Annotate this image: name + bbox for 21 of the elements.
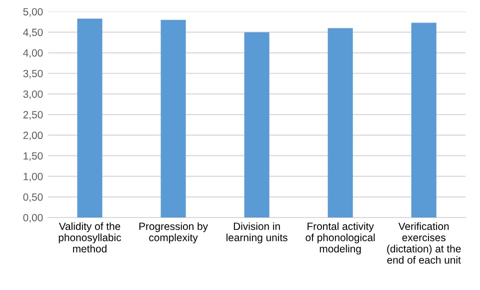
y-tick-label: 4,50 <box>23 28 43 38</box>
bar <box>160 20 186 218</box>
y-tick-label: 3,00 <box>23 90 43 100</box>
x-tick-label: Verification exercises (dictation) at the end of each unit <box>387 222 461 264</box>
y-tick-label: 2,00 <box>23 132 43 140</box>
y-tick-label: 2,50 <box>23 111 43 120</box>
y-tick-label: 0,00 <box>23 214 43 223</box>
y-tick-label: 4,00 <box>23 49 43 58</box>
bar <box>244 32 270 218</box>
bar <box>77 18 102 218</box>
y-tick-label: 1,50 <box>24 152 43 161</box>
y-tick-label: 0,50 <box>23 193 43 202</box>
y-tick-label: 5,00 <box>23 8 43 17</box>
bar <box>328 28 353 218</box>
x-tick-label: Frontal activity of phonological modeling <box>306 222 375 255</box>
x-tick-label: Division in learning units <box>226 222 288 244</box>
y-tick-label: 3,50 <box>23 70 43 78</box>
x-tick-label: Validity of the phonosyllabic method <box>58 222 122 252</box>
y-tick-label: 1,00 <box>24 172 43 182</box>
x-tick-label: Progression by complexity <box>139 222 208 244</box>
bar <box>411 22 436 218</box>
